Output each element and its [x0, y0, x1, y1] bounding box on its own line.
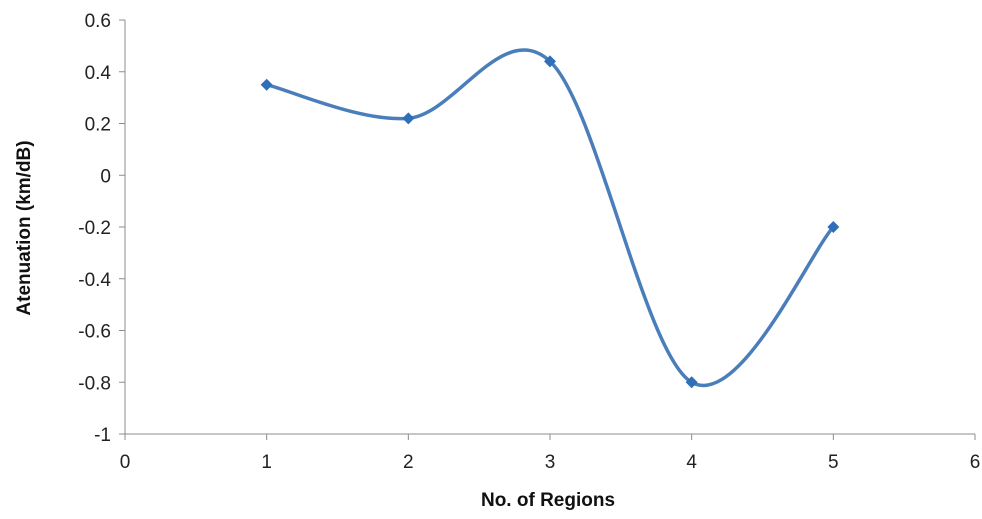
data-point-marker	[544, 55, 556, 68]
data-point-marker	[402, 112, 415, 125]
x-tick-label: 1	[261, 452, 272, 473]
x-tick-label: 6	[970, 452, 981, 473]
x-tick-label: 3	[545, 452, 556, 473]
y-tick-label: 0	[100, 166, 111, 187]
y-tick-label: -0.6	[78, 322, 111, 343]
x-tick-label: 0	[120, 452, 131, 473]
y-tick-label: -1	[94, 425, 111, 446]
y-axis-title: Atenuation (km/dB)	[14, 140, 35, 315]
y-tick-label: 0.4	[85, 63, 112, 84]
data-point-marker	[260, 78, 273, 91]
x-tick-label: 2	[403, 452, 414, 473]
y-tick-label: -0.2	[78, 218, 111, 239]
tick-labels: 0.6 0.4 0.2 0 -0.2 -0.4 -0.6 -0.8 -1 0 1 2 3 4 5 6	[78, 11, 980, 473]
y-tick-label: 0.6	[85, 11, 111, 32]
y-tick-label: 0.2	[85, 115, 111, 136]
data-series	[260, 48, 840, 389]
axes	[119, 19, 976, 440]
data-point-marker	[827, 221, 840, 233]
x-tick-label: 4	[686, 452, 697, 473]
series-line	[264, 48, 836, 388]
x-axis-title: No. of Regions	[481, 490, 615, 511]
data-point-marker	[685, 376, 698, 389]
y-tick-label: -0.8	[78, 373, 111, 394]
y-tick-label: -0.4	[78, 270, 111, 291]
x-tick-label: 5	[828, 452, 839, 473]
